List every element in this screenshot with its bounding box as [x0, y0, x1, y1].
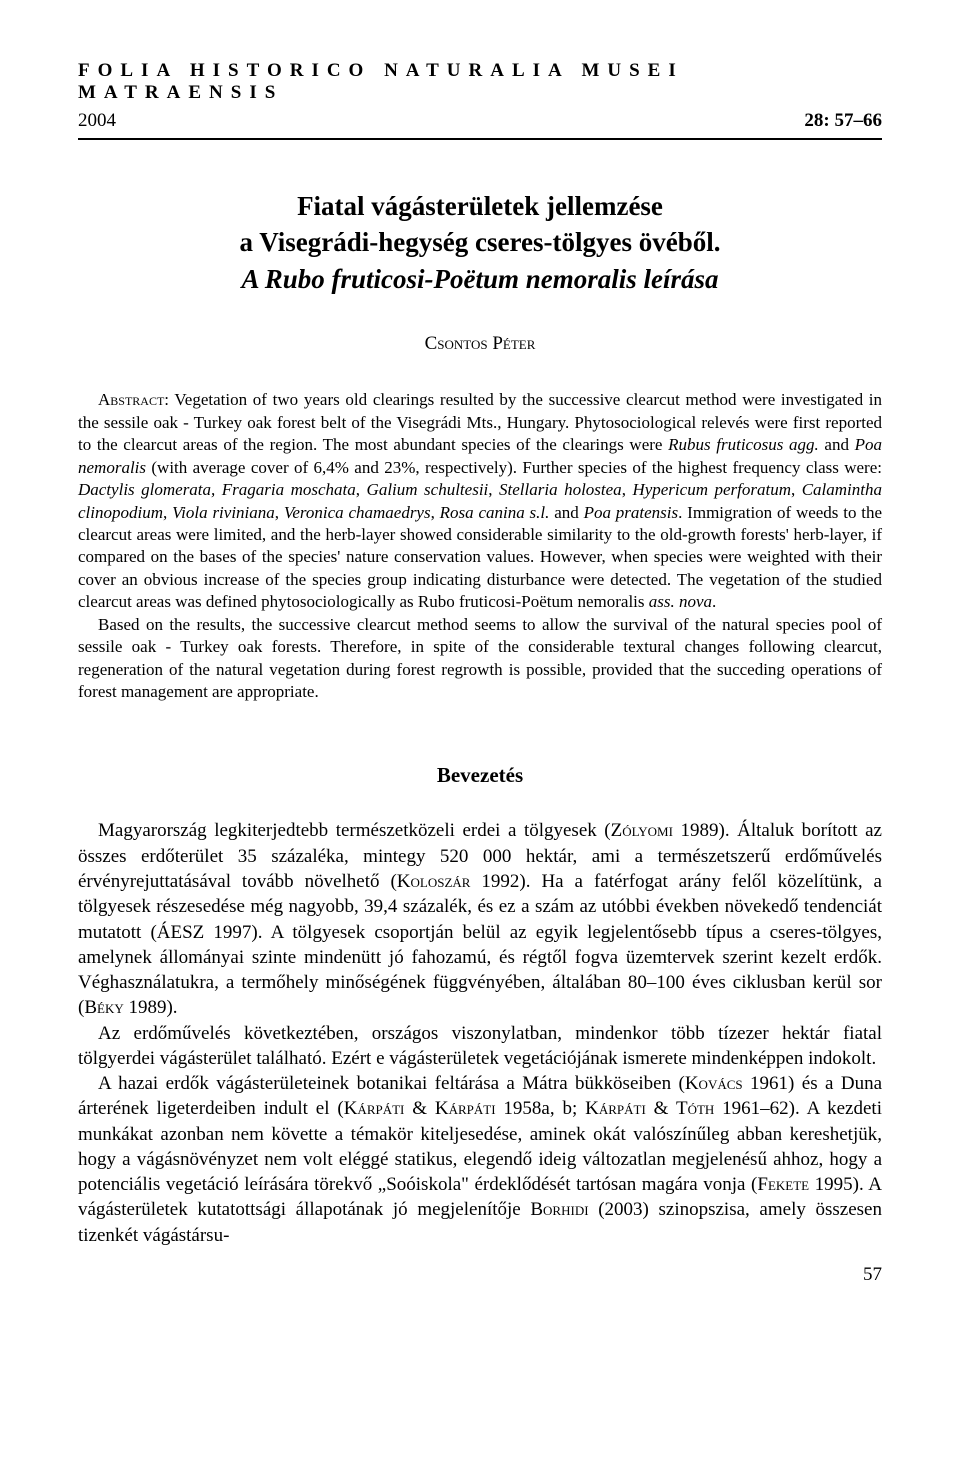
abstract-i10: Rosa canina s.l. — [440, 503, 550, 522]
title-line-1: Fiatal vágásterületek jellemzése — [78, 188, 882, 224]
abstract-p1k: and — [549, 503, 583, 522]
body-p3c: 1958a, b; — [496, 1098, 586, 1119]
abstract-i1: Rubus fruticosus agg. — [668, 435, 819, 454]
abstract: Abstract: Vegetation of two years old cl… — [78, 389, 882, 703]
subtitle: A Rubo fruticosi-Poëtum nemoralis leírás… — [78, 261, 882, 297]
abstract-p1i: , — [275, 503, 284, 522]
page-number: 57 — [78, 1264, 882, 1286]
abstract-p1f: , — [622, 480, 633, 499]
body-p1: Magyarország legkiterjedtebb természetkö… — [78, 818, 882, 1020]
author: Csontos Péter — [78, 333, 882, 355]
body-p3-sc5: Borhidi — [530, 1199, 588, 1220]
body-p3-sc2: Kárpáti & Kárpáti — [344, 1098, 496, 1119]
body-p3a: A hazai erdők vágásterületeinek botanika… — [98, 1073, 685, 1094]
page: FOLIA HISTORICO NATURALIA MUSEI MATRAENS… — [0, 0, 960, 1470]
body-p3-sc3: Kárpáti & Tóth — [585, 1098, 714, 1119]
author-surname: Csontos — [425, 333, 488, 354]
abstract-i6: Hypericum perforatum — [632, 480, 791, 499]
abstract-i4: Galium schultesii — [367, 480, 489, 499]
body-p1d: 1989). — [124, 997, 178, 1018]
journal-name: FOLIA HISTORICO NATURALIA MUSEI MATRAENS… — [78, 60, 882, 104]
abstract-i12: ass. nova — [649, 592, 712, 611]
publication-year: 2004 — [78, 110, 116, 132]
abstract-i11: Poa pratensis — [584, 503, 679, 522]
abstract-i3: Dactylis glomerata, Fragaria moschata — [78, 480, 356, 499]
abstract-i8: Viola riviniana — [172, 503, 275, 522]
abstract-p1h: , — [163, 503, 172, 522]
body-p1-sc1: Zólyomi — [611, 820, 673, 841]
abstract-p1e: , — [488, 480, 499, 499]
title-line-2: a Visegrádi-hegység cseres-tölgyes övébő… — [78, 224, 882, 260]
abstract-p1c: (with average cover of 6,4% and 23%, res… — [146, 458, 882, 477]
abstract-p1m: . — [712, 592, 716, 611]
body-p1-sc3: Béky — [84, 997, 123, 1018]
body-p1-sc2: Koloszár — [397, 871, 471, 892]
section-heading-bevezetes: Bevezetés — [78, 763, 882, 788]
issue-line: 2004 28: 57–66 — [78, 110, 882, 140]
abstract-label: Abstract: — [98, 390, 169, 409]
abstract-p2: Based on the results, the successive cle… — [78, 614, 882, 704]
abstract-i5: Stellaria holostea — [499, 480, 622, 499]
body-p3: A hazai erdők vágásterületeinek botanika… — [78, 1071, 882, 1248]
volume-pages: 28: 57–66 — [804, 110, 882, 132]
abstract-p1d: , — [356, 480, 367, 499]
abstract-p1g: , — [791, 480, 802, 499]
abstract-p1: Abstract: Vegetation of two years old cl… — [78, 389, 882, 613]
author-given: Péter — [492, 333, 535, 354]
title-block: Fiatal vágásterületek jellemzése a Viseg… — [78, 188, 882, 297]
body-p1a: Magyarország legkiterjedtebb természetkö… — [98, 820, 611, 841]
body-p3-sc4: Fekete — [757, 1174, 809, 1195]
abstract-p1j: , — [431, 503, 440, 522]
body-p1c: 1992). Ha a fatérfogat arány felől közel… — [78, 871, 882, 1018]
body-text: Magyarország legkiterjedtebb természetkö… — [78, 818, 882, 1248]
abstract-p1b: and — [819, 435, 855, 454]
body-p2: Az erdőművelés következtében, országos v… — [78, 1021, 882, 1072]
body-p3-sc1: Kovács — [685, 1073, 743, 1094]
abstract-i9: Veronica chamaedrys — [284, 503, 431, 522]
